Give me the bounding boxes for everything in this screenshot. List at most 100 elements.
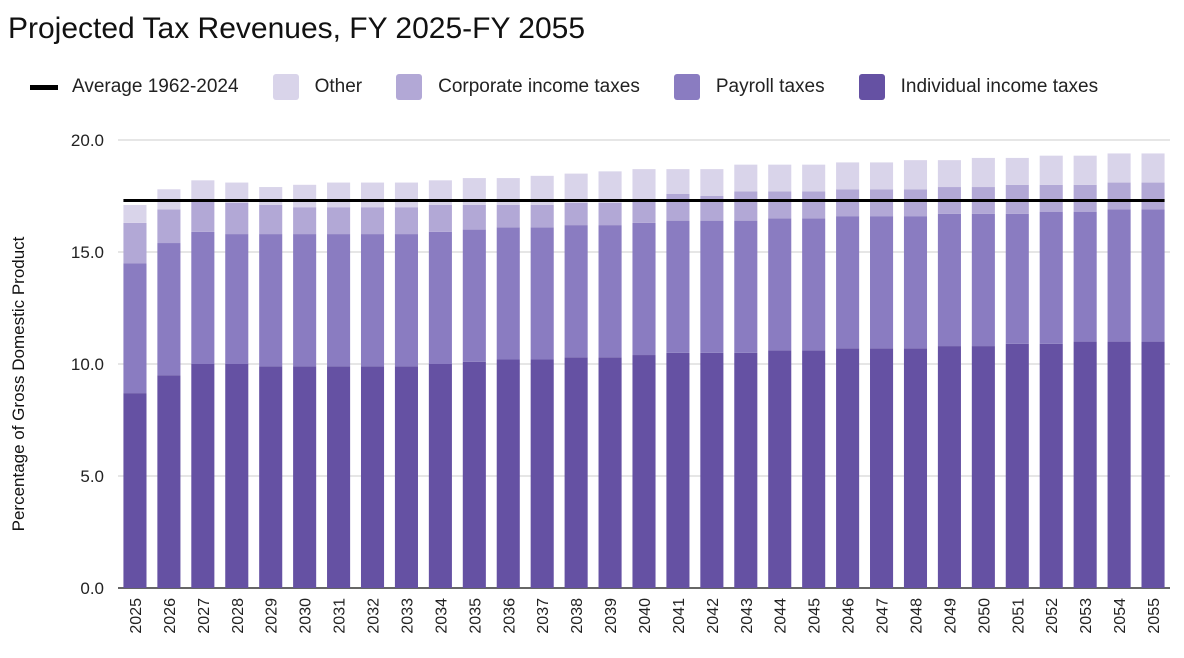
bar-segment-corporate-income-taxes [293, 207, 317, 235]
bar-segment-individual-income-taxes [496, 359, 520, 588]
bar-segment-payroll-taxes [259, 234, 283, 367]
x-tick-label: 2030 [298, 598, 315, 634]
x-tick-label: 2053 [1078, 598, 1095, 634]
x-tick-label: 2045 [807, 598, 824, 634]
bar-segment-payroll-taxes [191, 231, 215, 364]
bar-segment-corporate-income-taxes [768, 191, 792, 219]
bar-segment-payroll-taxes [123, 263, 147, 394]
bar-segment-other [836, 162, 860, 190]
y-tick-label: 20.0 [71, 131, 104, 150]
bar-segment-payroll-taxes [394, 234, 418, 367]
bar-segment-other [564, 173, 588, 203]
bar-segment-payroll-taxes [971, 213, 995, 347]
bar-segment-individual-income-taxes [632, 355, 656, 588]
bar-segment-other [666, 169, 690, 194]
bar-segment-individual-income-taxes [1039, 343, 1063, 588]
bar-segment-payroll-taxes [293, 234, 317, 367]
x-tick-label: 2040 [637, 598, 654, 634]
x-tick-label: 2031 [332, 598, 349, 634]
bar-segment-individual-income-taxes [564, 357, 588, 588]
x-tick-label: 2049 [942, 598, 959, 634]
bar-segment-payroll-taxes [1005, 213, 1029, 344]
bar-segment-corporate-income-taxes [259, 204, 283, 235]
bar-segment-other [734, 164, 758, 192]
bar-segment-individual-income-taxes [700, 352, 724, 588]
bar-segment-other [802, 164, 826, 192]
bar-segment-payroll-taxes [360, 234, 385, 367]
bar-segment-payroll-taxes [836, 216, 860, 349]
legend-swatch-individual [858, 74, 885, 100]
chart-title: Projected Tax Revenues, FY 2025-FY 2055 [8, 12, 586, 45]
bar-segment-corporate-income-taxes [327, 207, 351, 235]
bar-segment-payroll-taxes [903, 216, 928, 349]
legend-label-payroll: Payroll taxes [715, 76, 825, 97]
bar-segment-other [123, 204, 147, 223]
bar-segment-individual-income-taxes [259, 366, 283, 588]
x-tick-label: 2052 [1044, 598, 1061, 634]
bar-segment-other [598, 171, 622, 203]
bar-segment-corporate-income-taxes [870, 189, 894, 217]
x-tick-label: 2048 [908, 598, 925, 634]
bar-segment-other [768, 164, 792, 192]
bar-segment-individual-income-taxes [666, 352, 690, 588]
bar-segment-corporate-income-taxes [598, 202, 622, 226]
bar-segment-other [428, 180, 452, 205]
legend-item-payroll: Payroll taxes [673, 74, 825, 100]
bar-segment-other [259, 187, 283, 205]
bar-segment-corporate-income-taxes [1107, 182, 1131, 210]
y-axis-label: Percentage of Gross Domestic Product [9, 236, 28, 531]
bar-segment-corporate-income-taxes [530, 204, 554, 228]
x-tick-label: 2046 [841, 598, 858, 634]
bar-segment-other [937, 160, 961, 188]
bar-segment-other [360, 182, 385, 208]
bar-segment-payroll-taxes [1039, 211, 1063, 344]
legend-item-other: Other [272, 74, 363, 100]
bar-segment-individual-income-taxes [598, 357, 622, 588]
y-tick-label: 0.0 [80, 579, 104, 598]
bar-segment-individual-income-taxes [225, 364, 249, 588]
bar-segment-corporate-income-taxes [1039, 184, 1063, 212]
x-tick-label: 2038 [569, 598, 586, 634]
bar-segment-individual-income-taxes [1107, 341, 1131, 588]
bar-segment-payroll-taxes [937, 213, 961, 347]
x-tick-label: 2034 [433, 598, 450, 634]
bar-segment-corporate-income-taxes [1073, 184, 1097, 212]
bar-segment-other [870, 162, 894, 190]
bar-segment-other [903, 160, 928, 190]
bar-segment-individual-income-taxes [802, 350, 826, 588]
bar-segment-other [462, 178, 486, 205]
legend-swatch-other [272, 74, 299, 100]
bar-segment-corporate-income-taxes [191, 200, 215, 232]
legend-item-individual: Individual income taxes [858, 74, 1099, 100]
bar-segment-individual-income-taxes [1141, 341, 1165, 588]
bar-segment-payroll-taxes [802, 218, 826, 351]
x-tick-label: 2029 [264, 598, 281, 634]
legend-label-individual: Individual income taxes [900, 76, 1099, 97]
x-tick-label: 2055 [1146, 598, 1163, 634]
bar-segment-payroll-taxes [530, 227, 554, 360]
bar-segment-corporate-income-taxes [462, 204, 486, 230]
bar-segment-individual-income-taxes [360, 366, 385, 588]
bar-segment-other [225, 182, 249, 203]
bar-segment-individual-income-taxes [394, 366, 418, 588]
x-tick-label: 2035 [467, 598, 484, 634]
bar-segment-corporate-income-taxes [903, 189, 928, 217]
bar-segment-corporate-income-taxes [394, 207, 418, 235]
bar-segment-payroll-taxes [734, 220, 758, 353]
bar-segment-other [293, 184, 317, 208]
x-tick-label: 2037 [535, 598, 552, 634]
x-tick-label: 2028 [230, 598, 247, 634]
x-tick-label: 2039 [603, 598, 620, 634]
bar-segment-payroll-taxes [462, 229, 486, 362]
bar-segment-payroll-taxes [225, 234, 249, 364]
bar-segment-individual-income-taxes [971, 346, 995, 588]
bar-segment-corporate-income-taxes [123, 222, 147, 264]
bar-segment-individual-income-taxes [836, 348, 860, 588]
bar-segment-payroll-taxes [327, 234, 351, 367]
legend-label-other: Other [314, 76, 363, 97]
bar-segment-corporate-income-taxes [734, 191, 758, 221]
bar-segment-individual-income-taxes [870, 348, 894, 588]
bar-segment-other [971, 157, 995, 188]
bar-segment-corporate-income-taxes [360, 207, 385, 235]
bar-segment-payroll-taxes [598, 225, 622, 358]
